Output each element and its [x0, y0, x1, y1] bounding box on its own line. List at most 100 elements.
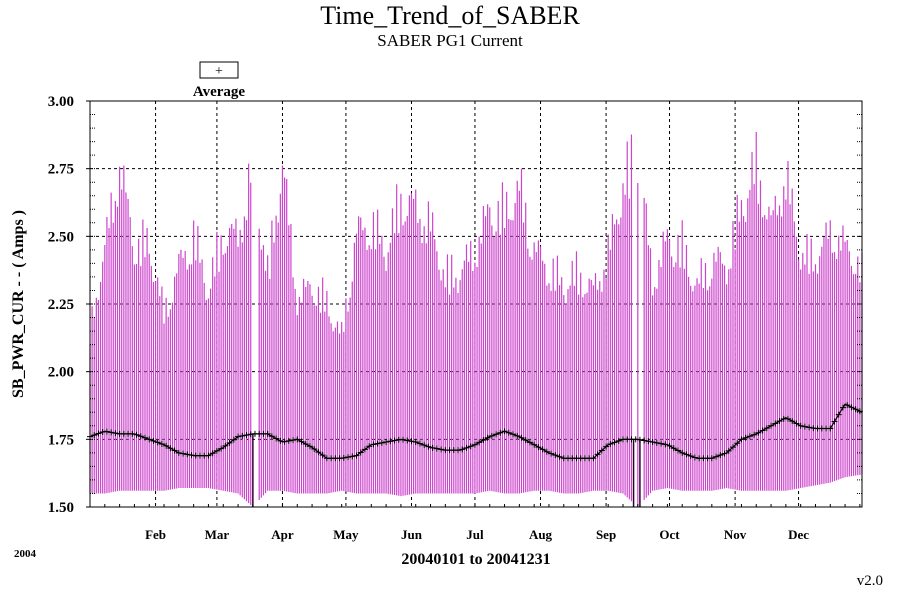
average-point — [408, 438, 415, 445]
average-point — [721, 450, 728, 457]
average-point — [806, 424, 813, 431]
average-point — [497, 429, 504, 436]
y-axis-label: SB_PWR_CUR - - ( Amps ) — [10, 210, 27, 398]
average-point — [729, 444, 736, 451]
average-point — [687, 452, 694, 459]
y-tick-label: 2.50 — [48, 229, 74, 245]
average-point — [607, 440, 614, 447]
legend-symbol: + — [215, 64, 223, 79]
y-tick-label: 3.00 — [48, 94, 74, 110]
average-point — [526, 439, 533, 446]
average-point — [294, 436, 301, 443]
x-axis: Feb Mar Apr May Jun Jul Aug Sep Oct Nov Dec — [145, 527, 809, 542]
average-point — [793, 420, 800, 427]
average-point — [556, 453, 563, 460]
average-point — [268, 433, 275, 440]
average-point — [438, 446, 445, 453]
average-point — [222, 442, 229, 449]
average-point — [768, 422, 775, 429]
x-tick-label: Jul — [466, 527, 484, 542]
average-point — [184, 451, 191, 458]
average-point — [383, 439, 390, 446]
x-tick-label: May — [333, 527, 359, 542]
x-tick-label: Nov — [724, 527, 747, 542]
average-point — [662, 441, 669, 448]
average-point — [598, 447, 605, 454]
x-tick-label: Mar — [205, 527, 230, 542]
average-point — [763, 425, 770, 432]
average-point — [839, 404, 846, 411]
average-point — [611, 439, 618, 446]
x-tick-label: Apr — [271, 527, 294, 542]
average-point — [518, 434, 525, 441]
average-point — [831, 418, 838, 425]
average-point — [230, 436, 237, 443]
average-point — [387, 438, 394, 445]
average-point — [772, 420, 779, 427]
average-point — [235, 433, 242, 440]
version-label: v2.0 — [857, 573, 883, 589]
average-point — [725, 447, 732, 454]
average-point — [493, 431, 500, 438]
average-point — [649, 439, 656, 446]
average-point — [797, 422, 804, 429]
x-tick-label: Feb — [145, 527, 166, 542]
average-point — [641, 437, 648, 444]
average-point — [717, 452, 724, 459]
x-tick-label: Sep — [596, 527, 616, 542]
average-point — [484, 434, 491, 441]
y-tick-label: 2.00 — [48, 365, 74, 381]
average-point — [666, 442, 673, 449]
y-tick-label: 1.75 — [48, 432, 74, 448]
average-point — [459, 446, 466, 453]
average-point — [311, 446, 318, 452]
y-tick-label: 1.50 — [48, 500, 74, 516]
average-point — [755, 429, 762, 436]
average-point — [163, 442, 170, 449]
average-point — [218, 445, 225, 452]
average-point — [522, 437, 529, 444]
average-point — [298, 438, 305, 445]
average-point — [691, 454, 698, 461]
average-point — [175, 449, 182, 456]
average-point — [455, 447, 462, 454]
average-point — [848, 404, 855, 411]
average-point — [776, 418, 783, 425]
average-point — [594, 451, 601, 458]
average-point — [302, 440, 309, 447]
average-point — [543, 448, 550, 455]
x-tick-label: Oct — [659, 527, 680, 542]
y-tick-label: 2.75 — [48, 162, 74, 178]
average-point — [357, 449, 364, 456]
x-axis-label: 20040101 to 20041231 — [401, 551, 550, 568]
average-point — [213, 447, 220, 454]
average-point — [734, 440, 741, 447]
average-point — [603, 443, 610, 450]
average-point — [742, 434, 749, 441]
y-axis: 1.50 1.75 2.00 2.25 2.50 2.75 3.00 — [48, 94, 90, 516]
average-point — [471, 441, 478, 448]
legend-symbol-box — [199, 61, 239, 79]
average-point — [674, 447, 681, 454]
average-point — [505, 429, 512, 436]
average-point — [205, 452, 212, 459]
average-point — [827, 425, 834, 432]
average-point — [112, 430, 119, 437]
average-point — [91, 432, 98, 439]
average-point — [679, 449, 686, 456]
average-point — [590, 455, 597, 462]
average-point — [171, 447, 178, 454]
average-point — [713, 453, 720, 460]
average-point — [349, 453, 356, 460]
average-point — [315, 449, 322, 456]
average-point — [531, 441, 538, 448]
average-point — [226, 439, 233, 446]
average-point — [239, 432, 246, 439]
average-point — [615, 437, 622, 444]
x-tick-label: Jun — [401, 527, 423, 542]
y-tick-label: 2.25 — [48, 297, 74, 313]
average-point — [277, 437, 284, 444]
average-point — [463, 444, 470, 451]
average-point — [108, 429, 115, 436]
average-point — [535, 444, 542, 451]
